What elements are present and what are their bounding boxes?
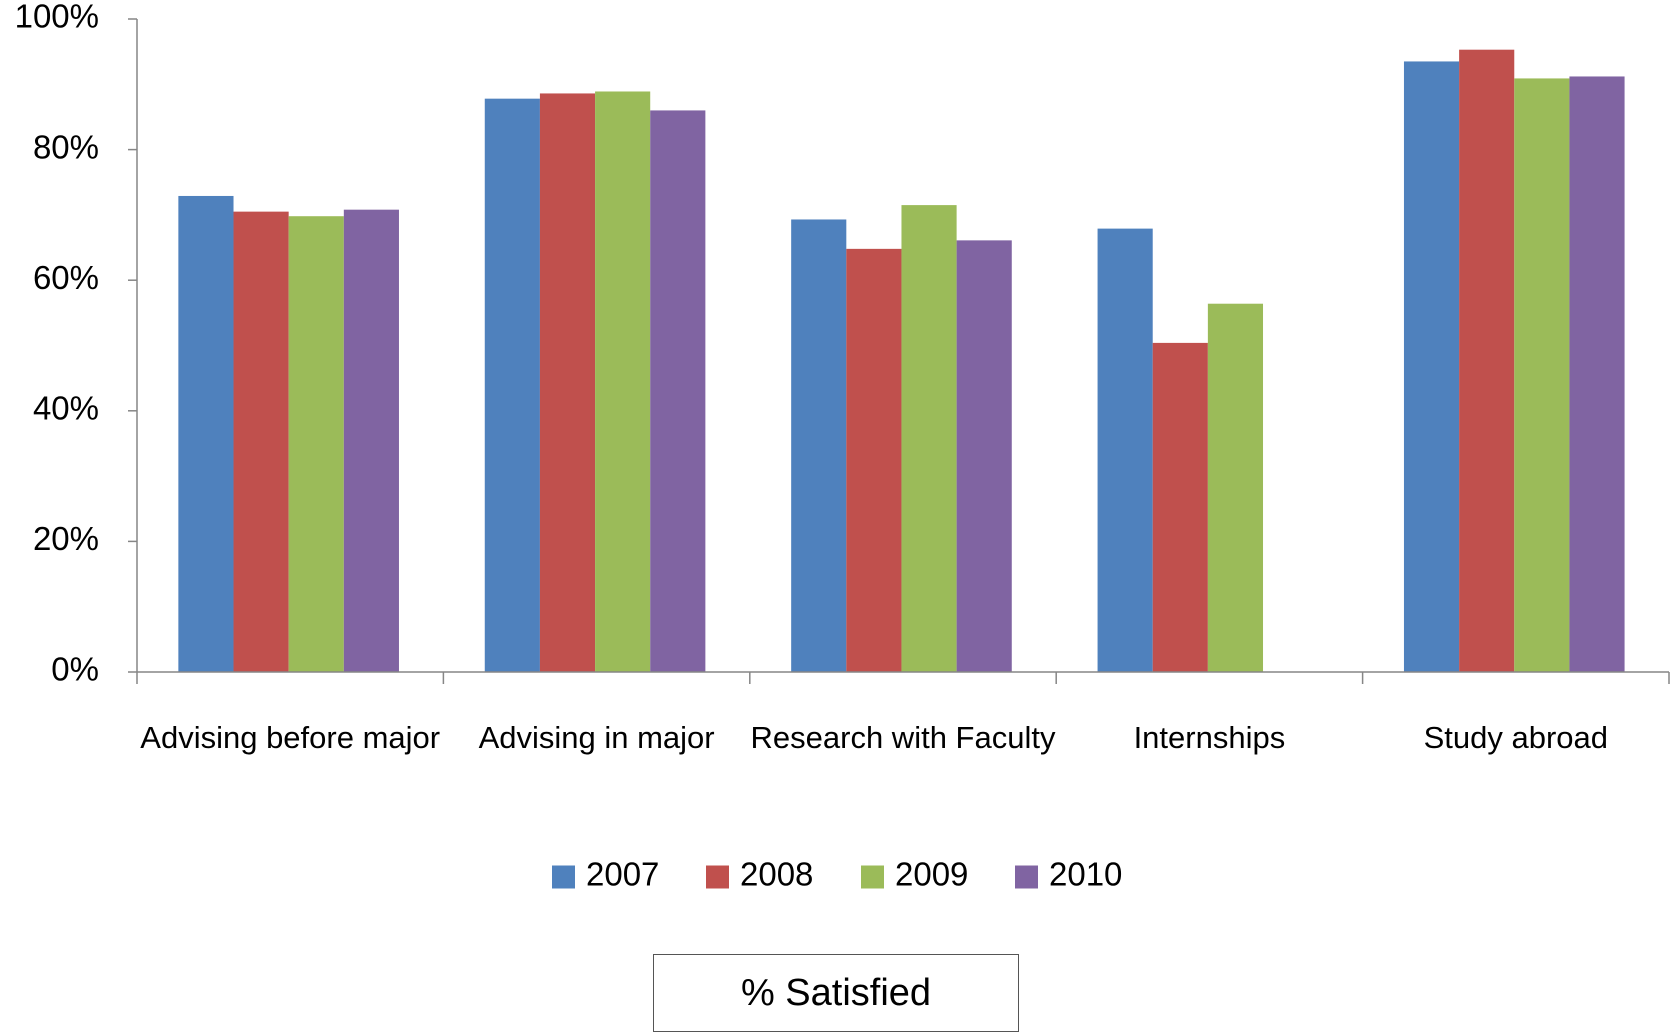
bar: [595, 91, 651, 672]
bar: [343, 209, 399, 672]
legend-label: 2007: [586, 856, 659, 893]
chart-title: % Satisfied: [653, 954, 1019, 1032]
bar: [650, 110, 706, 673]
legend-label: 2008: [740, 856, 813, 893]
legend-swatch: [1015, 865, 1038, 889]
y-tick-label: 40%: [33, 390, 99, 427]
x-tick-label: Research with Faculty: [750, 720, 1056, 755]
bar: [1207, 303, 1264, 672]
y-tick-label: 20%: [33, 520, 99, 557]
x-tick-label: Advising in major: [478, 720, 715, 755]
legend-swatch: [706, 865, 729, 889]
bar: [956, 240, 1012, 672]
bar: [1569, 76, 1625, 673]
y-tick-label: 0%: [51, 651, 99, 688]
bar: [233, 211, 289, 672]
x-tick-label: Advising before major: [140, 720, 441, 755]
bar: [791, 219, 847, 672]
bar: [1459, 49, 1515, 673]
bar: [178, 195, 234, 672]
y-tick-label: 80%: [33, 128, 99, 165]
x-tick-label: Internships: [1133, 720, 1286, 755]
legend-label: 2010: [1049, 856, 1122, 893]
bar: [539, 93, 596, 672]
bar: [1152, 342, 1208, 672]
bar: [901, 205, 957, 673]
bar: [1514, 78, 1570, 673]
bar: [484, 98, 540, 672]
legend-swatch: [552, 865, 575, 889]
x-tick-label: Study abroad: [1423, 720, 1608, 755]
y-tick-label: 60%: [33, 259, 99, 296]
legend-swatch: [861, 865, 884, 889]
bar: [288, 216, 344, 672]
bar: [1403, 61, 1460, 672]
y-tick-label: 100%: [15, 0, 99, 35]
bar: [846, 248, 902, 672]
legend-label: 2009: [895, 856, 968, 893]
bar: [1097, 228, 1153, 672]
